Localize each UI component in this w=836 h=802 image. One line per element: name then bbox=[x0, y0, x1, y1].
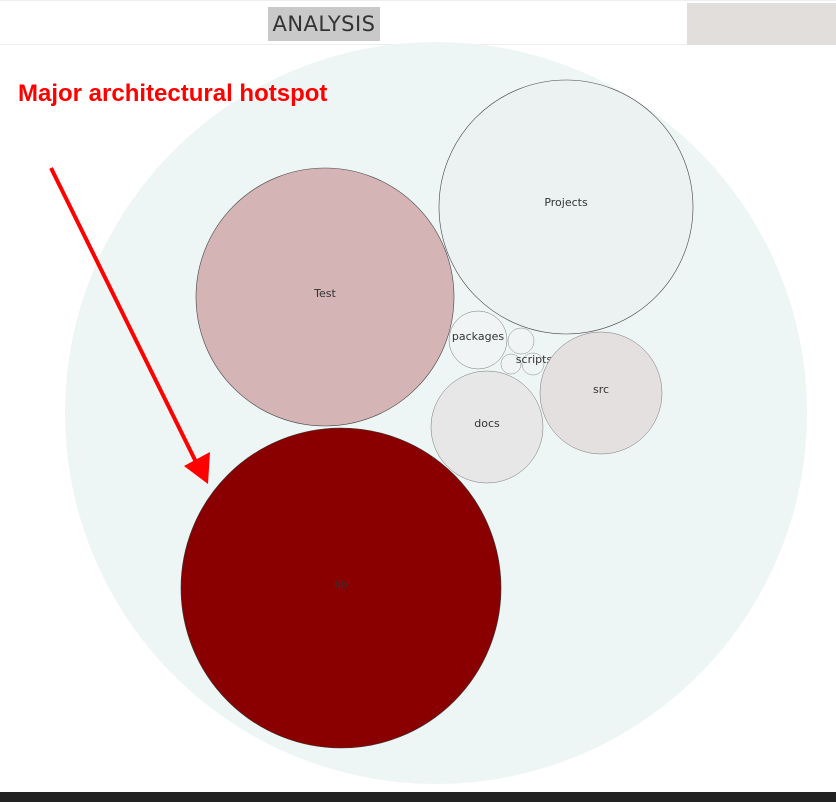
bubble-packages[interactable]: packages bbox=[448, 310, 508, 370]
bubble-src[interactable]: src bbox=[539, 331, 663, 455]
bubble-scripts-c[interactable] bbox=[521, 352, 545, 376]
bubble-packages-circle[interactable] bbox=[448, 310, 508, 370]
bubble-docs[interactable]: docs bbox=[430, 370, 544, 484]
hotspot-arrow-head bbox=[184, 452, 210, 484]
tab-analysis[interactable]: ANALYSIS bbox=[268, 7, 380, 41]
bubble-lib[interactable]: lib bbox=[180, 427, 502, 749]
bubble-docs-circle[interactable] bbox=[430, 370, 544, 484]
bubble-projects-circle[interactable] bbox=[438, 79, 694, 335]
bubble-lib-circle[interactable] bbox=[180, 427, 502, 749]
bottom-bar bbox=[0, 792, 836, 802]
bubble-test-circle[interactable] bbox=[195, 167, 455, 427]
bubble-projects[interactable]: Projects bbox=[438, 79, 694, 335]
bubble-scripts-b[interactable] bbox=[500, 353, 522, 375]
bubble-scripts-a[interactable] bbox=[507, 327, 535, 355]
hotspot-arrow bbox=[49, 167, 210, 484]
bubble-test[interactable]: Test bbox=[195, 167, 455, 427]
bubble-src-circle[interactable] bbox=[539, 331, 663, 455]
top-right-panel bbox=[687, 3, 836, 45]
hotspot-annotation: Major architectural hotspot bbox=[18, 80, 328, 107]
hotspot-arrow-shaft bbox=[49, 167, 198, 463]
top-bar: ANALYSIS bbox=[0, 0, 836, 45]
